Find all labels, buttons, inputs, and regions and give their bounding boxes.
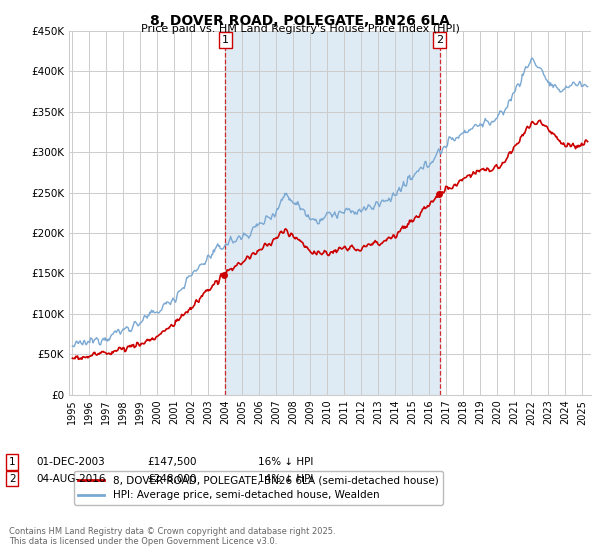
Text: 1: 1: [9, 457, 16, 467]
Text: £248,000: £248,000: [147, 474, 196, 484]
Text: Contains HM Land Registry data © Crown copyright and database right 2025.
This d: Contains HM Land Registry data © Crown c…: [9, 526, 335, 546]
Text: Price paid vs. HM Land Registry's House Price Index (HPI): Price paid vs. HM Land Registry's House …: [140, 24, 460, 34]
Bar: [226, 31, 440, 395]
Text: 14% ↓ HPI: 14% ↓ HPI: [258, 474, 313, 484]
Text: 2: 2: [436, 35, 443, 45]
Text: 8, DOVER ROAD, POLEGATE, BN26 6LA: 8, DOVER ROAD, POLEGATE, BN26 6LA: [150, 14, 450, 28]
Legend: 8, DOVER ROAD, POLEGATE, BN26 6LA (semi-detached house), HPI: Average price, sem: 8, DOVER ROAD, POLEGATE, BN26 6LA (semi-…: [74, 471, 443, 505]
Text: 16% ↓ HPI: 16% ↓ HPI: [258, 457, 313, 467]
Text: £147,500: £147,500: [147, 457, 197, 467]
Text: 1: 1: [222, 35, 229, 45]
Text: 04-AUG-2016: 04-AUG-2016: [36, 474, 106, 484]
Text: 01-DEC-2003: 01-DEC-2003: [36, 457, 105, 467]
Text: 2: 2: [9, 474, 16, 484]
